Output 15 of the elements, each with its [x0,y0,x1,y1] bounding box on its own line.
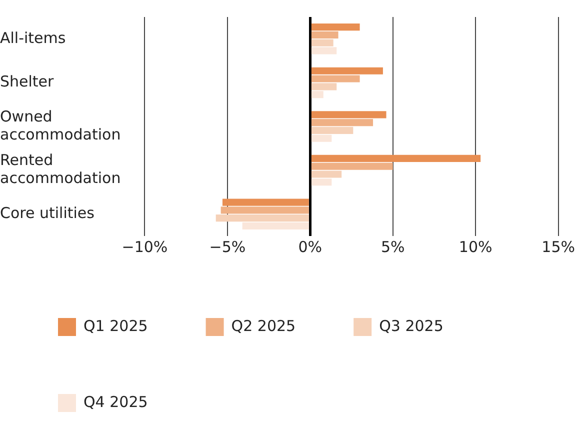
x-tick-label: 5% [380,238,405,256]
legend-label: Q1 2025 [84,316,148,335]
x-tick-label: 10% [458,238,492,256]
y-tick-label: Owned accommodation [0,107,121,144]
x-tick-label: −10% [122,238,168,256]
legend-label: Q4 2025 [84,392,148,411]
x-tick-label: 15% [542,238,575,256]
x-tick-label: −5% [209,238,246,256]
y-tick-label: Core utilities [0,204,95,222]
x-tick-label: 0% [298,238,322,256]
y-tick-label: Rented accommodation [0,151,121,188]
legend-label: Q3 2025 [379,316,444,335]
legend-label: Q2 2025 [231,316,296,335]
y-tick-label: All-items [0,28,66,47]
y-tick-label: Shelter [0,72,55,91]
